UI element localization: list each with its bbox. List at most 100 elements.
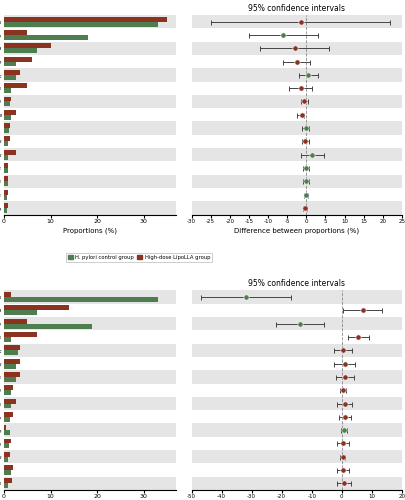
Bar (4, 410, 176, 424)
Bar (4, 319, 27, 324)
Bar (4, 56, 32, 62)
Bar (191, 162, 401, 174)
Bar (191, 174, 401, 188)
Bar (4, 430, 10, 435)
Bar (4, 437, 176, 450)
Bar (191, 68, 401, 82)
Bar (4, 136, 10, 141)
Bar (4, 68, 176, 82)
Bar (191, 108, 401, 122)
Bar (4, 30, 27, 35)
Bar (4, 190, 8, 194)
Bar (4, 317, 176, 330)
Bar (4, 358, 20, 364)
Bar (4, 208, 7, 213)
Bar (4, 384, 176, 397)
Bar (4, 450, 176, 464)
Bar (4, 48, 36, 53)
Legend: H. pylori control group, High-dose LipoLLA group: H. pylori control group, High-dose LipoL… (66, 253, 211, 262)
Bar (4, 404, 11, 408)
Bar (4, 15, 176, 28)
Bar (4, 142, 8, 146)
Bar (4, 304, 176, 317)
Bar (191, 384, 401, 397)
Bar (4, 478, 13, 484)
Bar (191, 42, 401, 55)
Bar (4, 444, 9, 448)
Bar (4, 484, 8, 488)
Bar (4, 182, 8, 186)
Bar (191, 344, 401, 357)
Bar (4, 96, 11, 102)
Bar (4, 390, 11, 395)
Bar (4, 70, 20, 75)
Bar (4, 346, 20, 350)
Bar (191, 304, 401, 317)
Bar (4, 337, 11, 342)
Bar (4, 163, 8, 168)
Bar (191, 317, 401, 330)
Bar (191, 464, 401, 476)
Bar (191, 148, 401, 162)
Bar (191, 28, 401, 42)
Bar (191, 357, 401, 370)
Bar (4, 344, 176, 357)
Bar (4, 290, 176, 304)
Bar (4, 476, 176, 490)
Bar (191, 95, 401, 108)
Bar (4, 128, 9, 133)
Bar (191, 370, 401, 384)
Bar (4, 350, 18, 355)
Bar (4, 425, 6, 430)
Bar (4, 324, 92, 328)
Bar (4, 310, 36, 316)
Bar (4, 292, 11, 297)
Bar (191, 476, 401, 490)
Bar (4, 470, 11, 475)
Bar (4, 28, 176, 42)
Bar (191, 15, 401, 28)
Bar (4, 22, 157, 26)
Bar (191, 134, 401, 148)
Bar (4, 122, 176, 134)
Bar (191, 397, 401, 410)
Bar (4, 162, 176, 174)
Bar (4, 465, 13, 470)
Bar (4, 88, 11, 93)
Bar (4, 332, 36, 337)
Bar (4, 424, 176, 437)
Bar (191, 450, 401, 464)
Bar (4, 150, 16, 154)
Bar (4, 456, 8, 462)
X-axis label: Proportions (%): Proportions (%) (63, 228, 117, 234)
Bar (4, 357, 176, 370)
Bar (191, 330, 401, 344)
Bar (4, 84, 27, 88)
Bar (4, 154, 8, 160)
Bar (4, 35, 87, 40)
Bar (191, 424, 401, 437)
Bar (4, 306, 69, 310)
Bar (4, 82, 176, 95)
Bar (4, 438, 11, 444)
Bar (4, 194, 7, 200)
Bar (4, 203, 8, 208)
Bar (4, 417, 10, 422)
Bar (4, 452, 10, 456)
Bar (4, 397, 176, 410)
Bar (4, 55, 176, 68)
Bar (4, 202, 176, 214)
Bar (191, 122, 401, 134)
Bar (191, 82, 401, 95)
Bar (4, 174, 176, 188)
Bar (4, 412, 13, 417)
Bar (4, 16, 166, 21)
Title: 95% confidence intervals: 95% confidence intervals (247, 280, 344, 288)
X-axis label: Difference between proportions (%): Difference between proportions (%) (234, 228, 358, 234)
Bar (4, 134, 176, 148)
Bar (4, 176, 8, 182)
Bar (191, 290, 401, 304)
Bar (4, 75, 16, 80)
Bar (4, 372, 20, 377)
Bar (4, 168, 8, 173)
